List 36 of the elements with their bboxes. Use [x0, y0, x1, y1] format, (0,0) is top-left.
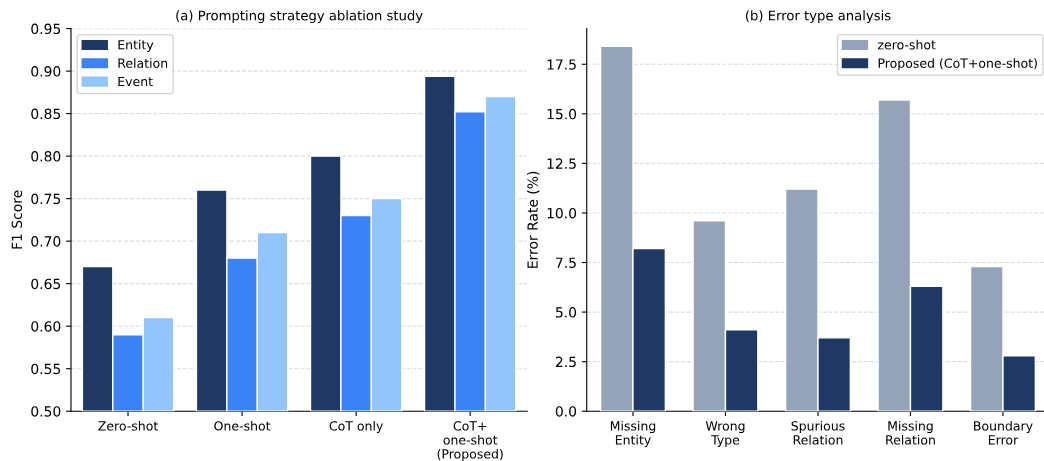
legend-label: zero-shot	[877, 39, 936, 50]
y-tick-label: 0.85	[31, 108, 61, 120]
y-tick-label: 0.0	[555, 406, 577, 417]
y-tick-label: 17.5	[547, 59, 576, 70]
x-tick-label: Missing Entity	[610, 420, 656, 448]
x-tick-label: Spurious Relation	[791, 420, 845, 445]
y-tick-label: 0.50	[31, 406, 61, 417]
y-tick-label: 7.5	[556, 257, 576, 268]
chart-title: (a) Prompting strategy ablation study	[176, 10, 423, 23]
chart-title: (b) Error type analysis	[745, 10, 891, 23]
y-tick-label: 10.0	[547, 207, 577, 219]
y-tick-label: 12.5	[547, 158, 576, 169]
y-tick-label: 0.70	[31, 236, 61, 247]
x-tick-label: CoT+ one-shot (Proposed)	[437, 421, 503, 461]
y-axis-title: F1 Score	[11, 190, 23, 249]
x-tick-label: One-shot	[214, 420, 271, 431]
legend-label: Event	[118, 76, 153, 87]
y-tick-label: 15.0	[547, 108, 577, 120]
legend-label: Entity	[118, 39, 154, 52]
x-tick-label: Zero-shot	[98, 420, 158, 431]
y-tick-label: 2.5	[555, 356, 576, 368]
y-axis-title: Error Rate (%)	[527, 171, 540, 268]
y-tick-label: 0.80	[31, 151, 61, 162]
x-tick-label: Missing Relation	[886, 420, 935, 445]
y-tick-label: 5.0	[555, 307, 577, 318]
y-tick-label: 0.95	[31, 23, 61, 35]
legend-label: Proposed (CoT+one-shot)	[878, 58, 1037, 71]
x-tick-label: CoT only	[329, 420, 383, 434]
y-tick-label: 0.65	[31, 278, 61, 290]
legend-label: Relation	[118, 58, 168, 68]
y-tick-label: 0.55	[31, 363, 61, 375]
y-tick-label: 0.60	[31, 321, 61, 332]
y-tick-label: 0.75	[31, 193, 61, 205]
y-tick-label: 0.90	[31, 66, 61, 77]
x-tick-label: Boundary Error	[974, 420, 1033, 445]
x-tick-label: Wrong Type	[705, 421, 745, 448]
